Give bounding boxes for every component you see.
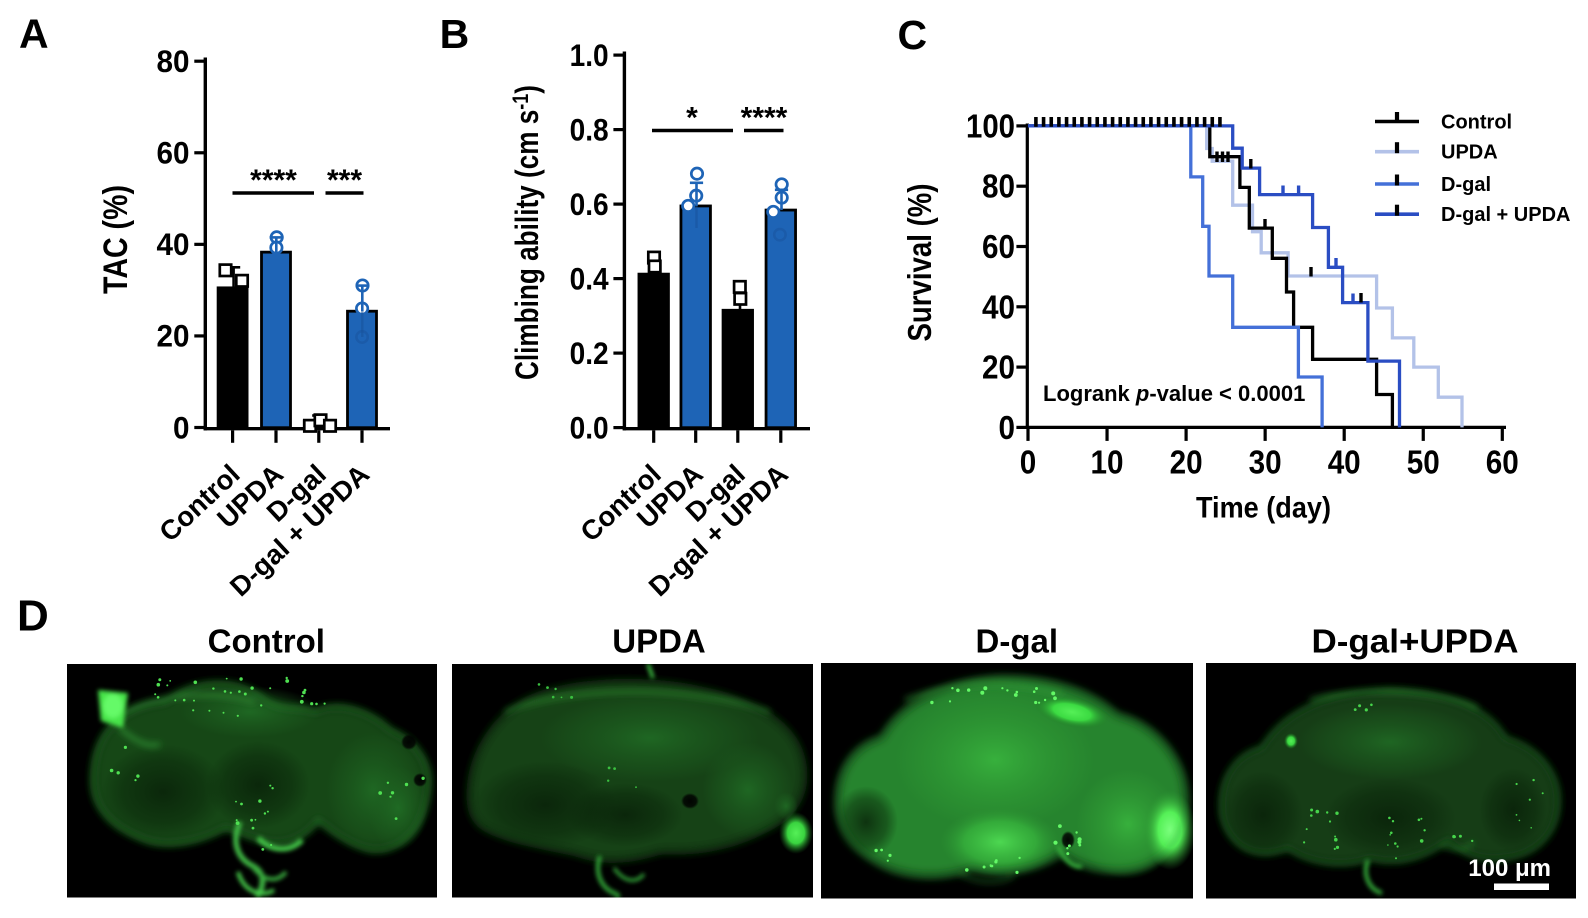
svg-text:0.4: 0.4 [570,260,609,296]
svg-text:UPDA: UPDA [612,623,706,660]
svg-text:0.2: 0.2 [570,335,609,371]
svg-text:80: 80 [157,43,190,79]
svg-text:20: 20 [1170,445,1203,482]
svg-text:D: D [17,591,49,640]
svg-text:TAC (%): TAC (%) [97,185,135,294]
svg-text:80: 80 [982,169,1015,206]
svg-text:Logrank p-value < 0.0001: Logrank p-value < 0.0001 [1043,381,1305,406]
svg-text:C: C [898,12,928,58]
svg-text:****: **** [741,102,788,135]
svg-text:Control: Control [208,623,325,660]
svg-text:30: 30 [1249,445,1282,482]
svg-text:D-gal+UPDA: D-gal+UPDA [1312,623,1519,660]
svg-text:Time (day): Time (day) [1196,492,1331,525]
svg-text:60: 60 [982,229,1015,266]
svg-text:UPDA: UPDA [1441,142,1498,164]
svg-text:B: B [440,11,470,57]
svg-text:Control: Control [1441,112,1512,134]
svg-text:100 μm: 100 μm [1468,855,1551,882]
svg-text:0.6: 0.6 [570,186,609,222]
svg-text:40: 40 [1328,445,1361,482]
svg-text:60: 60 [157,135,190,171]
svg-text:Climbing ability (cm s-1): Climbing ability (cm s-1) [508,85,545,380]
svg-text:50: 50 [1407,445,1440,482]
svg-text:20: 20 [982,350,1015,387]
svg-text:0: 0 [999,410,1016,447]
svg-text:Survival (%): Survival (%) [902,184,939,342]
svg-text:0.0: 0.0 [570,409,609,445]
svg-text:1.0: 1.0 [570,37,609,73]
svg-text:100: 100 [966,108,1015,145]
svg-text:40: 40 [982,289,1015,326]
svg-text:0: 0 [1020,445,1037,482]
svg-text:A: A [19,11,49,57]
svg-text:*: * [686,102,698,135]
svg-text:10: 10 [1091,445,1124,482]
svg-text:D-gal: D-gal [1441,174,1491,196]
svg-text:D-gal: D-gal [976,623,1059,660]
svg-text:0.8: 0.8 [570,111,609,147]
svg-text:***: *** [327,164,362,197]
svg-text:60: 60 [1486,445,1519,482]
svg-text:D-gal + UPDA: D-gal + UPDA [1441,204,1570,226]
svg-text:****: **** [250,164,297,197]
svg-text:0: 0 [173,409,190,445]
svg-text:20: 20 [157,318,190,354]
svg-text:40: 40 [157,226,190,262]
